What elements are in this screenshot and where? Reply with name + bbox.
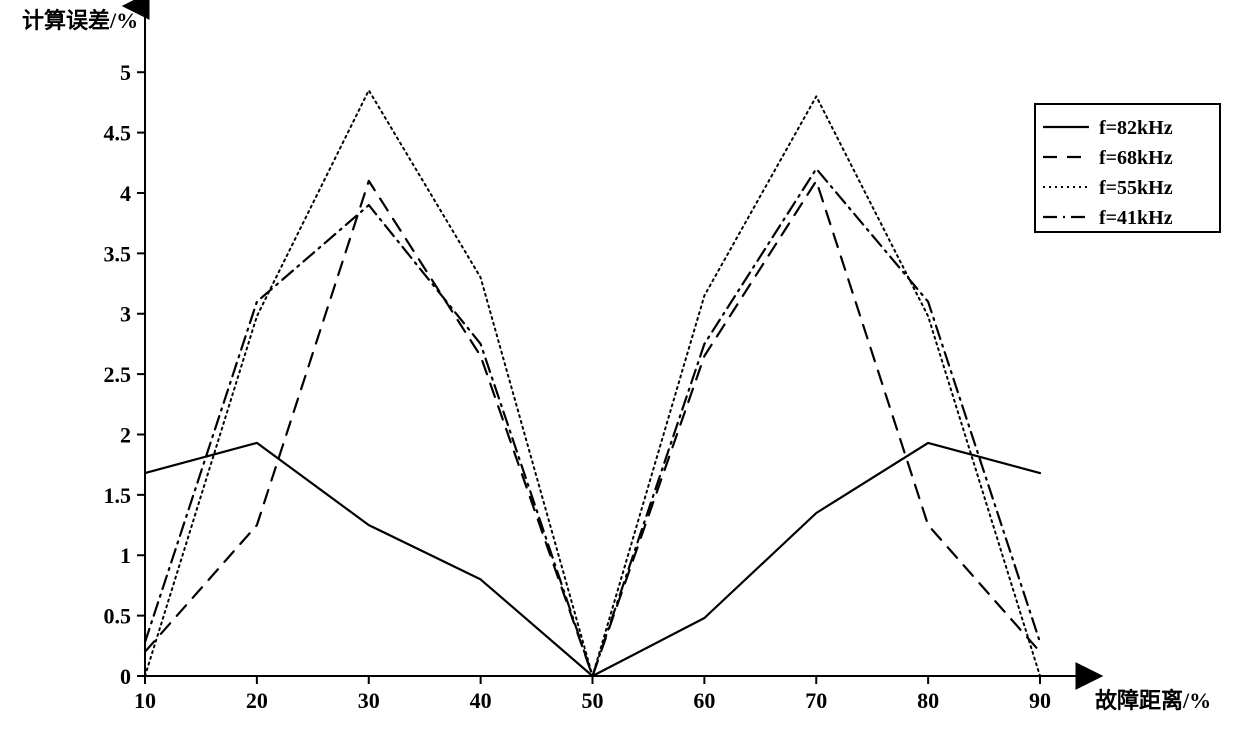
x-tick-label: 50 [582, 688, 604, 713]
x-axis-label: 故障距离/% [1095, 688, 1211, 713]
legend-label: f=68kHz [1099, 147, 1173, 169]
y-tick-label: 1 [120, 543, 131, 568]
x-tick-label: 80 [917, 688, 939, 713]
legend: f=82kHz f=68kHz f=55kHz f=41kHz [1035, 104, 1220, 232]
y-tick-label: 3 [120, 302, 131, 327]
y-tick-label: 2 [120, 422, 131, 447]
x-tick-label: 10 [134, 688, 156, 713]
y-tick-label: 0 [120, 664, 131, 689]
y-tick-label: 1.5 [104, 483, 132, 508]
y-axis-label: 计算误差/% [22, 8, 138, 33]
x-tick-label: 90 [1029, 688, 1051, 713]
series-line [145, 181, 1040, 676]
x-tick-label: 70 [805, 688, 827, 713]
y-tick-label: 5 [120, 60, 131, 85]
y-tick-label: 2.5 [104, 362, 132, 387]
y-tick-label: 4.5 [104, 121, 132, 146]
y-tick-label: 3.5 [104, 241, 132, 266]
series-line [145, 169, 1040, 676]
x-tick-label: 40 [470, 688, 492, 713]
series-line [145, 90, 1040, 676]
chart-svg: 10 20 30 40 50 60 70 80 90 0 0.5 1 1.5 2 2.5 3 3.5 4 4.5 5 计… [0, 0, 1239, 735]
x-tick-label: 60 [693, 688, 715, 713]
y-tick-label: 4 [120, 181, 131, 206]
x-tick-label: 30 [358, 688, 380, 713]
line-chart: 10 20 30 40 50 60 70 80 90 0 0.5 1 1.5 2 2.5 3 3.5 4 4.5 5 计… [0, 0, 1239, 735]
y-tick-label: 0.5 [104, 604, 132, 629]
legend-label: f=55kHz [1099, 177, 1173, 199]
series-line [145, 443, 1040, 676]
x-tick-label: 20 [246, 688, 268, 713]
legend-label: f=82kHz [1099, 117, 1173, 139]
legend-label: f=41kHz [1099, 207, 1173, 229]
